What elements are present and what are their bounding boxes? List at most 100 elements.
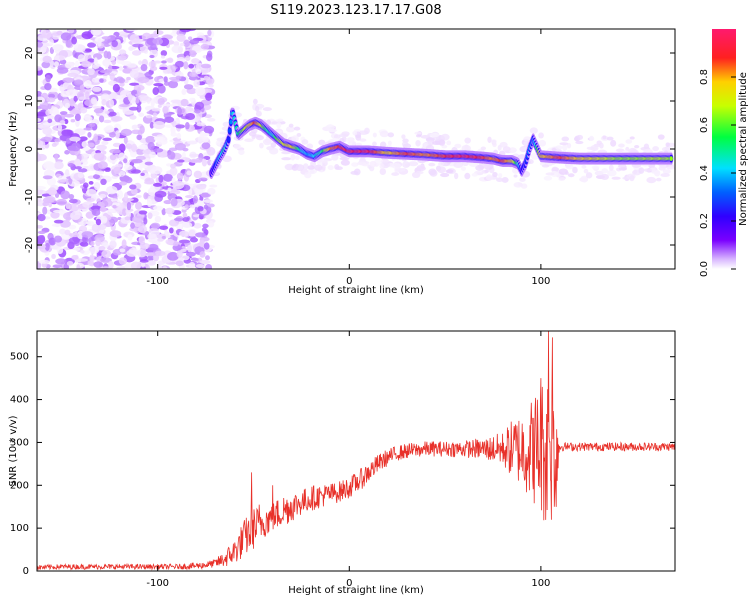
noise-speckle xyxy=(37,153,47,161)
halo-speckle xyxy=(331,154,339,161)
noise-speckle xyxy=(173,217,183,222)
noise-speckle xyxy=(195,86,206,96)
noise-speckle xyxy=(37,185,46,190)
noise-speckle xyxy=(143,217,148,225)
halo-speckle xyxy=(646,176,657,184)
halo-speckle xyxy=(633,169,638,175)
noise-speckle xyxy=(147,255,155,261)
noise-speckle xyxy=(102,137,113,141)
noise-speckle xyxy=(54,138,62,143)
noise-speckle xyxy=(195,232,206,238)
halo-speckle xyxy=(446,140,452,146)
noise-speckle xyxy=(89,254,95,263)
noise-speckle xyxy=(147,142,155,150)
x-tick-label: -100 xyxy=(146,578,169,589)
halo-speckle xyxy=(572,166,578,174)
noise-speckle xyxy=(60,190,71,200)
noise-speckle xyxy=(52,264,63,269)
noise-speckle xyxy=(77,168,88,173)
noise-speckle xyxy=(91,86,102,92)
halo-speckle xyxy=(255,110,262,117)
noise-speckle xyxy=(87,122,96,128)
halo-speckle xyxy=(652,146,660,152)
noise-speckle xyxy=(176,33,186,42)
noise-speckle xyxy=(154,190,167,198)
halo-speckle xyxy=(238,149,245,155)
noise-speckle xyxy=(53,61,60,67)
halo-speckle xyxy=(293,126,301,131)
y-tick-label: 300 xyxy=(10,437,29,448)
halo-speckle xyxy=(564,171,569,175)
noise-speckle xyxy=(186,170,192,176)
halo-speckle xyxy=(290,153,296,161)
halo-speckle xyxy=(497,144,502,151)
noise-speckle xyxy=(88,180,94,185)
noise-speckle xyxy=(97,224,107,230)
noise-speckle xyxy=(80,249,85,254)
halo-speckle xyxy=(262,138,272,146)
noise-speckle xyxy=(81,231,94,238)
noise-speckle xyxy=(108,92,119,101)
noise-speckle xyxy=(184,122,190,130)
halo-speckle xyxy=(248,131,257,137)
noise-speckle xyxy=(129,115,137,120)
x-tick-label: -100 xyxy=(146,276,169,287)
noise-speckle xyxy=(108,111,117,117)
halo-speckle xyxy=(395,168,406,172)
noise-speckle xyxy=(98,50,105,54)
halo-speckle xyxy=(327,165,334,171)
halo-speckle xyxy=(437,166,446,174)
halo-speckle xyxy=(402,138,409,143)
noise-speckle xyxy=(197,205,204,212)
noise-speckle xyxy=(150,222,161,229)
noise-speckle xyxy=(97,38,102,47)
halo-speckle xyxy=(334,164,340,170)
halo-speckle xyxy=(585,172,593,179)
spectrogram-ylabel: Frequency (Hz) xyxy=(8,111,19,187)
noise-speckle xyxy=(131,143,138,153)
noise-speckle xyxy=(202,136,209,143)
noise-speckle xyxy=(64,119,69,125)
noise-speckle xyxy=(42,175,53,180)
noise-speckle xyxy=(170,132,177,137)
noise-speckle xyxy=(118,49,127,56)
noise-speckle xyxy=(140,172,145,176)
figure-title: S119.2023.123.17.17.G08 xyxy=(270,3,441,18)
noise-speckle xyxy=(74,166,82,170)
halo-speckle xyxy=(414,131,422,135)
noise-speckle xyxy=(206,146,216,156)
noise-speckle xyxy=(68,203,80,212)
halo-speckle xyxy=(499,141,508,148)
halo-speckle xyxy=(340,159,350,166)
halo-speckle xyxy=(492,172,498,177)
halo-speckle xyxy=(445,169,454,174)
halo-speckle xyxy=(551,167,560,172)
noise-speckle xyxy=(81,31,93,40)
noise-speckle xyxy=(203,125,215,134)
noise-speckle xyxy=(136,104,142,113)
noise-speckle xyxy=(55,258,67,265)
noise-speckle xyxy=(130,169,141,174)
noise-speckle xyxy=(171,78,181,83)
noise-speckle xyxy=(74,60,80,69)
halo-speckle xyxy=(401,134,406,140)
halo-speckle xyxy=(529,127,538,134)
noise-speckle xyxy=(134,222,142,228)
y-tick-label: 500 xyxy=(10,352,29,363)
halo-speckle xyxy=(372,141,377,147)
noise-speckle xyxy=(57,124,63,132)
noise-speckle xyxy=(135,201,143,210)
noise-speckle xyxy=(189,39,200,45)
noise-speckle xyxy=(85,221,91,225)
noise-speckle xyxy=(138,112,145,117)
noise-speckle xyxy=(47,187,57,196)
noise-speckle xyxy=(192,195,198,204)
halo-speckle xyxy=(600,173,609,181)
noise-speckle xyxy=(116,95,122,100)
noise-speckle xyxy=(85,211,94,219)
noise-speckle xyxy=(195,68,202,75)
y-tick-label: -20 xyxy=(24,237,35,253)
noise-speckle xyxy=(67,72,78,78)
halo-speckle xyxy=(538,139,547,147)
noise-speckle xyxy=(121,90,131,95)
